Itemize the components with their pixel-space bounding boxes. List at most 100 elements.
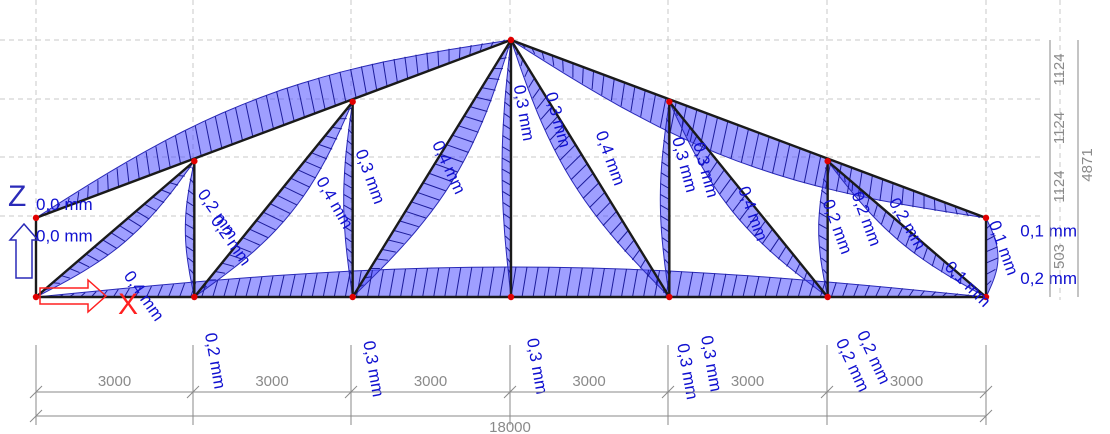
hatch-line	[731, 274, 738, 298]
hatch-line	[985, 235, 996, 241]
hatch-line	[835, 163, 842, 192]
hatch-line	[686, 127, 691, 137]
hatch-line	[782, 144, 791, 177]
hatch-line	[841, 283, 848, 298]
hatch-line	[707, 160, 718, 176]
hatch-line	[387, 239, 404, 245]
hatch-line	[595, 201, 612, 218]
hatch-line	[228, 254, 243, 260]
hatch-line	[262, 211, 284, 223]
hatch-line	[620, 268, 627, 298]
hatch-line	[234, 278, 241, 298]
hatch-line	[691, 135, 698, 147]
hatch-line	[185, 223, 195, 230]
deflection-label: 0,3 mm	[697, 334, 726, 393]
hatch-line	[371, 63, 378, 91]
hatch-line	[94, 246, 108, 256]
hatch-line	[60, 275, 70, 279]
hatch-line	[740, 128, 749, 163]
hatch-line	[868, 175, 873, 199]
hatch-line	[502, 202, 512, 209]
hatch-line	[382, 61, 388, 87]
hatch-line	[582, 67, 584, 84]
hatch-line	[551, 55, 555, 66]
hatch-line	[311, 152, 328, 160]
hatch-line	[620, 82, 626, 107]
hatch-line	[565, 153, 582, 171]
diagonal-deflection	[192, 101, 354, 298]
hatch-line	[267, 276, 274, 298]
dimension-tick	[344, 385, 358, 399]
hatch-line	[85, 253, 99, 262]
hatch-line	[554, 267, 561, 298]
deflection-label: 0,3 mm	[523, 337, 552, 396]
hatch-line	[687, 271, 694, 298]
hatch-line	[135, 157, 140, 180]
hatch-line	[794, 262, 801, 274]
hatch-line	[775, 277, 782, 298]
hatch-line	[639, 258, 647, 269]
hatch-line	[709, 273, 716, 298]
hatch-line	[660, 215, 670, 222]
hatch-line	[660, 172, 670, 179]
hatch-line	[803, 152, 811, 184]
hatch-line	[318, 143, 333, 150]
dimension-tick	[29, 385, 43, 399]
hatch-line	[426, 52, 429, 71]
hatch-line	[528, 77, 535, 88]
hatch-line	[562, 59, 564, 72]
hatch-line	[411, 268, 418, 298]
hatch-line	[797, 279, 804, 298]
hatch-line	[175, 135, 182, 164]
hatch-line	[661, 226, 670, 233]
hatch-line	[328, 74, 336, 106]
hatch-line	[77, 260, 90, 268]
hatch-line	[458, 125, 479, 133]
z-axis-label: Z	[8, 180, 26, 213]
hatch-line	[589, 191, 606, 208]
truss-node	[349, 98, 356, 105]
hatch-line	[300, 273, 307, 298]
hatch-line	[116, 168, 120, 187]
hatch-line	[689, 109, 698, 142]
hatch-line	[444, 267, 451, 298]
hatch-line	[127, 217, 142, 228]
truss-nodes	[32, 36, 990, 301]
deflection-label: 0,0 mm	[36, 227, 93, 246]
hatch-line	[343, 215, 353, 222]
span-dimension-label: 3000	[890, 373, 923, 390]
hatch-line	[524, 68, 530, 78]
truss-member	[35, 160, 196, 298]
hatch-line	[701, 152, 712, 167]
hatch-line	[660, 183, 670, 189]
hatch-line	[793, 148, 801, 181]
hatch-line	[570, 163, 588, 180]
hatch-line	[102, 239, 117, 249]
hatch-line	[463, 115, 484, 123]
hatch-line	[366, 270, 373, 298]
hatch-line	[502, 135, 512, 141]
hatch-line	[469, 106, 488, 112]
hatch-line	[157, 285, 163, 298]
hatch-line	[803, 271, 808, 281]
truss-node	[349, 293, 356, 301]
hatch-line	[591, 70, 595, 90]
hatch-line	[502, 190, 512, 197]
hatch-line	[235, 107, 244, 141]
hatch-line	[865, 196, 870, 209]
hatch-line	[112, 289, 119, 298]
hatch-line	[69, 267, 80, 274]
hatch-line	[160, 189, 172, 195]
hatch-line	[344, 271, 351, 298]
span-dimension-label: 3000	[731, 373, 764, 390]
hatch-line	[276, 91, 285, 126]
hatch-line	[123, 288, 130, 298]
hatch-line	[679, 105, 688, 137]
hatch-line	[393, 229, 412, 236]
truss-node	[507, 36, 515, 44]
hatch-line	[698, 272, 705, 298]
hatch-line	[913, 239, 920, 254]
hatch-line	[276, 194, 298, 206]
hatch-line	[725, 186, 739, 204]
